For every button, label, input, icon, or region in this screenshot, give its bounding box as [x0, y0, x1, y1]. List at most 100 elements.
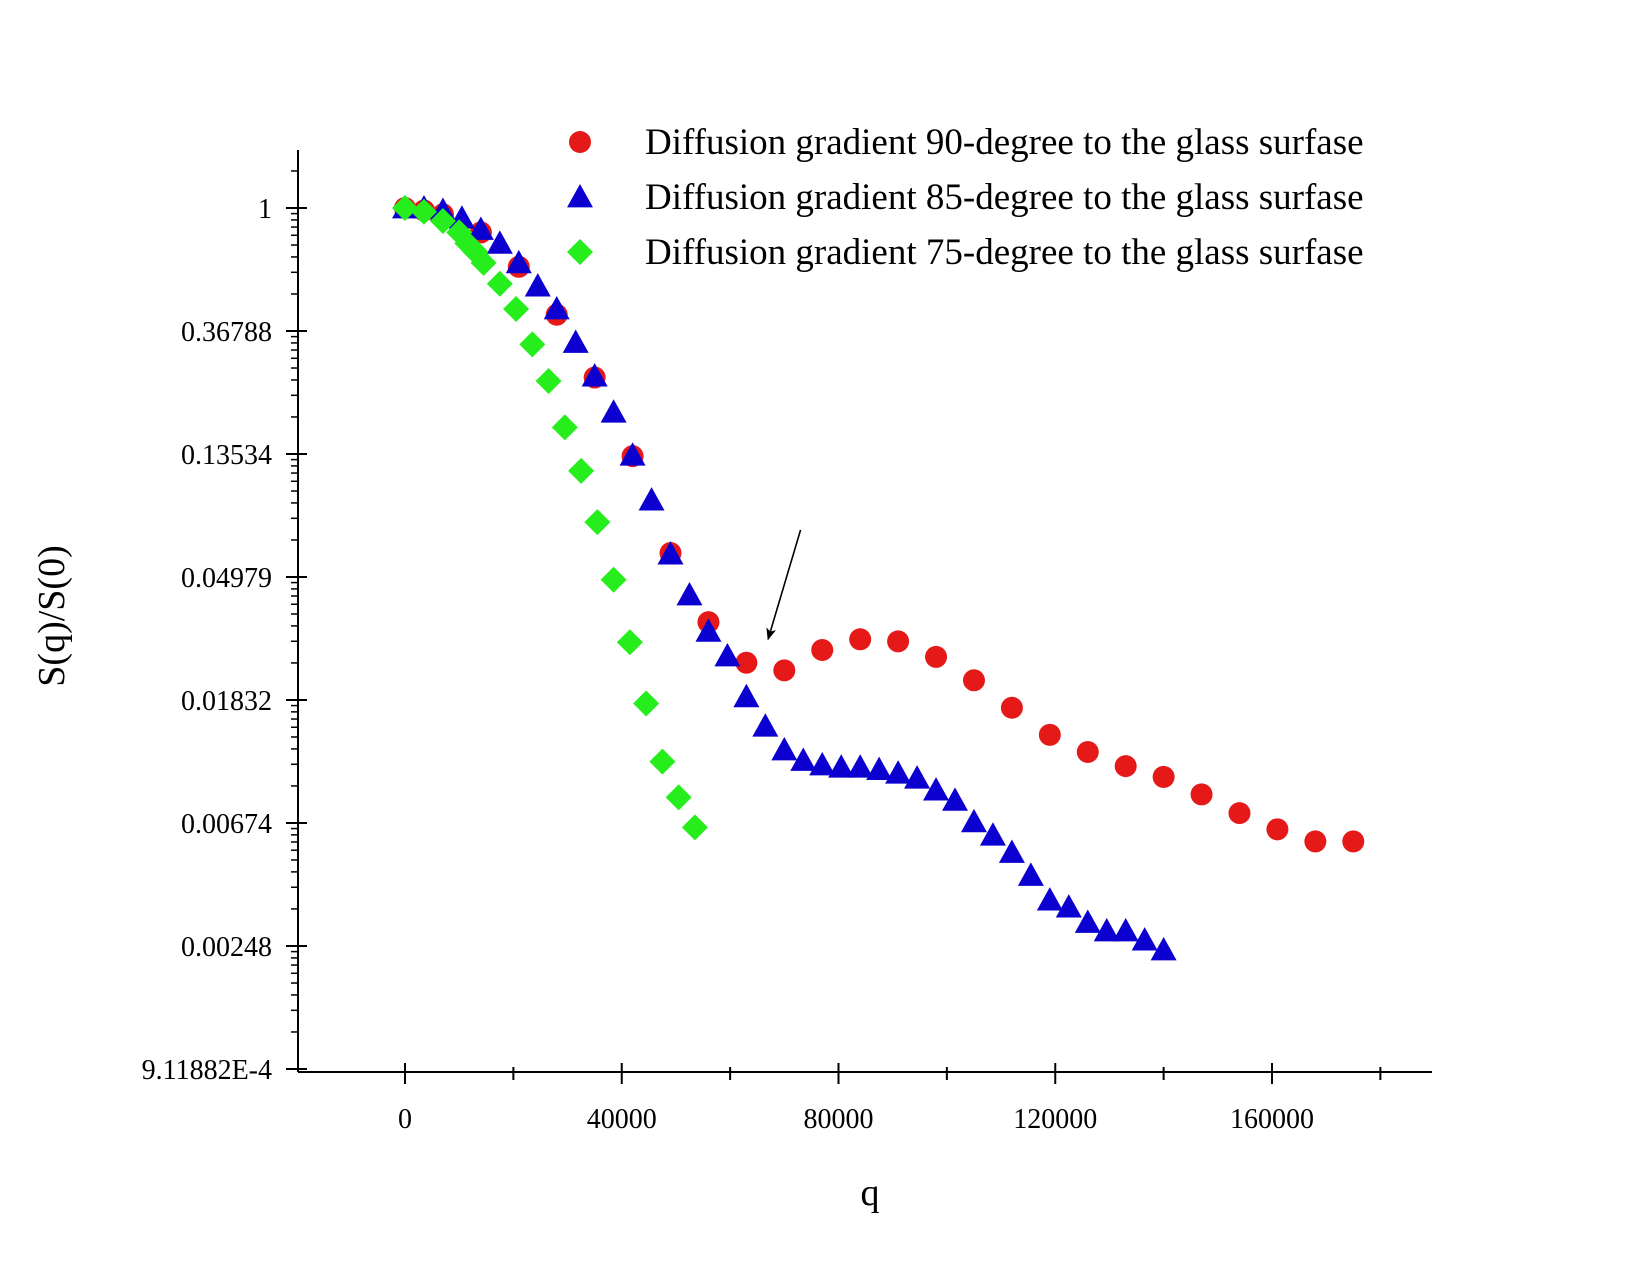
- legend: Diffusion gradient 90-degree to the glas…: [567, 122, 1364, 273]
- arrow-line: [766, 529, 802, 641]
- data-point: [1076, 741, 1099, 764]
- data-point: [790, 747, 817, 771]
- data-point: [1112, 918, 1139, 942]
- data-point: [979, 822, 1006, 846]
- data-point: [1304, 830, 1327, 853]
- data-point: [735, 651, 758, 674]
- data-point: [1266, 818, 1289, 841]
- data-point: [866, 756, 893, 781]
- y-tick-label: 0.36788: [181, 317, 272, 348]
- data-point: [524, 273, 551, 297]
- y-tick-label: 0.04979: [181, 563, 272, 594]
- data-point: [551, 414, 578, 441]
- data-point: [1150, 936, 1177, 961]
- y-tick-label: 0.01832: [181, 686, 272, 717]
- data-point: [676, 582, 703, 606]
- data-point: [681, 814, 708, 841]
- data-point: [998, 839, 1025, 863]
- legend-label: Diffusion gradient 85-degree to the glas…: [645, 177, 1364, 218]
- legend-item: Diffusion gradient 90-degree to the glas…: [569, 122, 1364, 163]
- x-tick-label: 80000: [804, 1104, 874, 1135]
- data-point: [923, 777, 950, 801]
- data-point: [714, 642, 741, 667]
- data-point: [1228, 802, 1251, 825]
- plot-area: [392, 195, 1365, 961]
- data-point: [1074, 909, 1101, 933]
- data-point: [535, 367, 562, 394]
- x-tick-label: 160000: [1230, 1104, 1314, 1135]
- data-point: [752, 713, 779, 737]
- y-tick-label: 1: [258, 194, 272, 225]
- data-point: [462, 238, 489, 265]
- data-point: [1093, 918, 1120, 942]
- data-point: [410, 198, 437, 225]
- data-point: [633, 690, 660, 717]
- data-point: [486, 270, 513, 297]
- data-point: [543, 295, 570, 320]
- data-point: [1190, 783, 1213, 806]
- y-axis-ticks: 9.11882E-4 0.00248 0.00674 0.01832 0.04979 0.…: [142, 170, 307, 1086]
- legend-marker: [567, 184, 593, 208]
- data-point: [616, 629, 643, 656]
- data-point: [448, 205, 475, 229]
- data-point: [773, 659, 796, 682]
- y-axis-title: S(q)/S(0): [31, 545, 73, 686]
- data-point: [733, 683, 760, 708]
- y-tick-label: 0.00674: [181, 809, 272, 840]
- x-tick-label: 120000: [1013, 1104, 1097, 1135]
- data-point: [600, 399, 627, 423]
- data-point: [665, 784, 692, 811]
- data-point: [638, 487, 665, 511]
- data-point: [771, 736, 798, 761]
- data-point: [904, 765, 931, 789]
- x-tick-label: 40000: [587, 1104, 657, 1135]
- data-point: [581, 363, 608, 387]
- data-point: [925, 645, 948, 668]
- data-point: [847, 754, 874, 778]
- data-point: [1000, 696, 1023, 719]
- axes: [297, 150, 1432, 1073]
- data-point: [1342, 830, 1365, 853]
- legend-item: Diffusion gradient 85-degree to the glas…: [567, 177, 1364, 218]
- data-point: [1114, 755, 1137, 778]
- data-point: [1131, 927, 1158, 951]
- data-point: [942, 787, 969, 811]
- data-point: [470, 249, 497, 276]
- data-point: [619, 442, 646, 466]
- data-point: [503, 295, 530, 322]
- data-point: [1038, 723, 1061, 746]
- data-point: [887, 630, 910, 653]
- data-point: [1152, 765, 1175, 788]
- legend-marker: [569, 131, 591, 153]
- x-axis-title: q: [861, 1172, 880, 1214]
- data-point: [960, 808, 987, 833]
- data-point: [600, 566, 627, 593]
- data-point: [962, 669, 985, 692]
- x-axis-ticks: 0 40000 80000 120000 160000: [398, 1063, 1382, 1135]
- data-point: [885, 760, 912, 784]
- data-point: [649, 748, 676, 775]
- data-point: [429, 207, 456, 234]
- data-point: [849, 628, 872, 651]
- data-point: [811, 639, 834, 662]
- data-point: [657, 541, 684, 565]
- data-point: [584, 509, 611, 536]
- data-point: [562, 329, 589, 353]
- legend-label: Diffusion gradient 75-degree to the glas…: [645, 232, 1364, 273]
- data-point: [505, 249, 532, 274]
- data-point: [519, 331, 546, 358]
- x-tick-label: 0: [398, 1104, 412, 1135]
- data-point: [1036, 887, 1063, 911]
- data-point: [828, 754, 855, 778]
- y-tick-label: 0.00248: [181, 932, 272, 963]
- data-point: [809, 751, 836, 776]
- data-point: [467, 216, 494, 240]
- series-diamond: [392, 195, 708, 841]
- y-tick-label: 9.11882E-4: [142, 1055, 272, 1086]
- data-point: [568, 457, 595, 484]
- data-point: [1017, 862, 1044, 886]
- legend-item: Diffusion gradient 75-degree to the glas…: [567, 232, 1364, 273]
- data-point: [392, 195, 418, 221]
- data-point: [1055, 894, 1082, 918]
